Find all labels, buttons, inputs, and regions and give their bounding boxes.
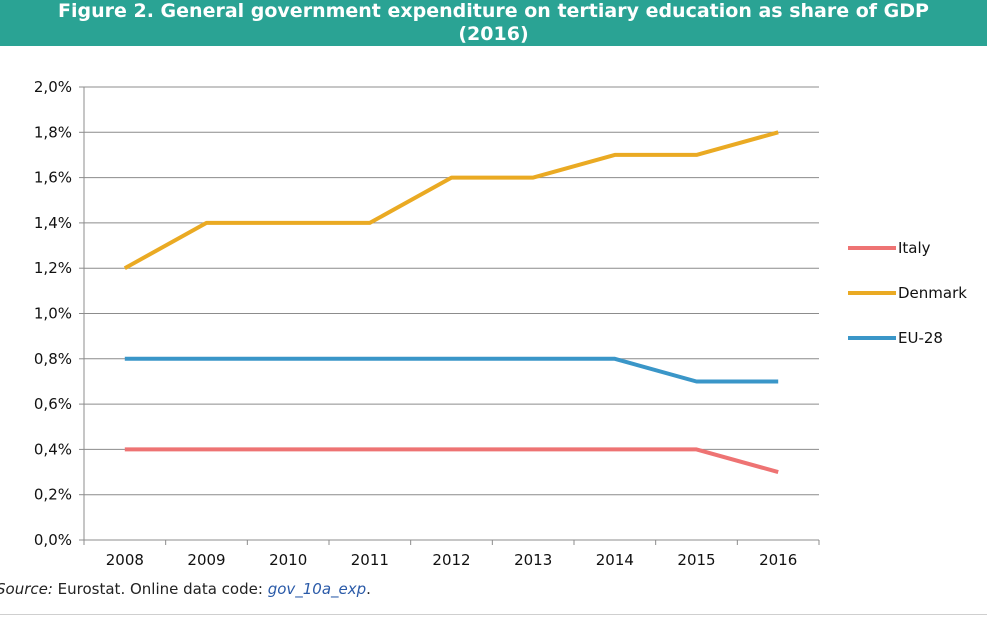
x-tick-labels: 2008 2009 2010 2011 2012 2013 2014 2015 2016 (106, 551, 798, 569)
y-tick-label: 0,0% (34, 531, 72, 549)
legend-label-denmark: Denmark (898, 284, 967, 302)
legend: Italy Denmark EU-28 (848, 239, 967, 347)
y-tick-label: 0,4% (34, 440, 72, 458)
y-tick-labels: 0,0% 0,2% 0,4% 0,6% 0,8% 1,0% 1,2% 1,4% 1,6% 1,8%… (34, 78, 72, 549)
bottom-divider (0, 614, 987, 615)
legend-label-eu-28: EU-28 (898, 329, 943, 347)
figure-title: Figure 2. General government expenditure… (0, 0, 987, 46)
source-code-link[interactable]: gov_10a_exp (267, 580, 367, 598)
source-label: Source: (0, 580, 53, 598)
series-line-eu-28 (124, 356, 779, 384)
y-tick-label: 1,0% (34, 305, 72, 323)
y-tick-label: 0,6% (34, 395, 72, 413)
y-tick-label: 0,8% (34, 350, 72, 368)
x-tick-label: 2011 (351, 551, 389, 569)
y-tick-label: 0,2% (34, 486, 72, 504)
source-note: Source: Eurostat. Online data code: gov_… (0, 580, 371, 598)
figure-title-line1: Figure 2. General government expenditure… (58, 0, 929, 22)
series-line-italy (124, 447, 779, 475)
x-tick-label: 2012 (432, 551, 470, 569)
legend-label-italy: Italy (898, 239, 931, 257)
y-tick-label: 1,4% (34, 214, 72, 232)
source-end: . (366, 580, 371, 598)
x-tick-label: 2016 (759, 551, 797, 569)
series-lines (123, 130, 779, 475)
gridlines (84, 86, 819, 496)
series-line-denmark (123, 130, 779, 270)
x-tick-label: 2010 (269, 551, 307, 569)
x-tick-label: 2013 (514, 551, 552, 569)
figure-title-line2: (2016) (458, 23, 529, 45)
x-tick-label: 2015 (677, 551, 715, 569)
y-tick-label: 2,0% (34, 78, 72, 96)
x-tick-label: 2014 (596, 551, 634, 569)
axes (79, 86, 820, 545)
x-tick-label: 2008 (106, 551, 144, 569)
x-tick-label: 2009 (187, 551, 225, 569)
y-tick-label: 1,2% (34, 259, 72, 277)
y-tick-label: 1,8% (34, 123, 72, 141)
y-tick-label: 1,6% (34, 169, 72, 187)
source-text: Eurostat. Online data code: (52, 580, 268, 598)
line-chart: 0,0% 0,2% 0,4% 0,6% 0,8% 1,0% 1,2% 1,4% 1,6% 1,8%… (34, 78, 967, 569)
